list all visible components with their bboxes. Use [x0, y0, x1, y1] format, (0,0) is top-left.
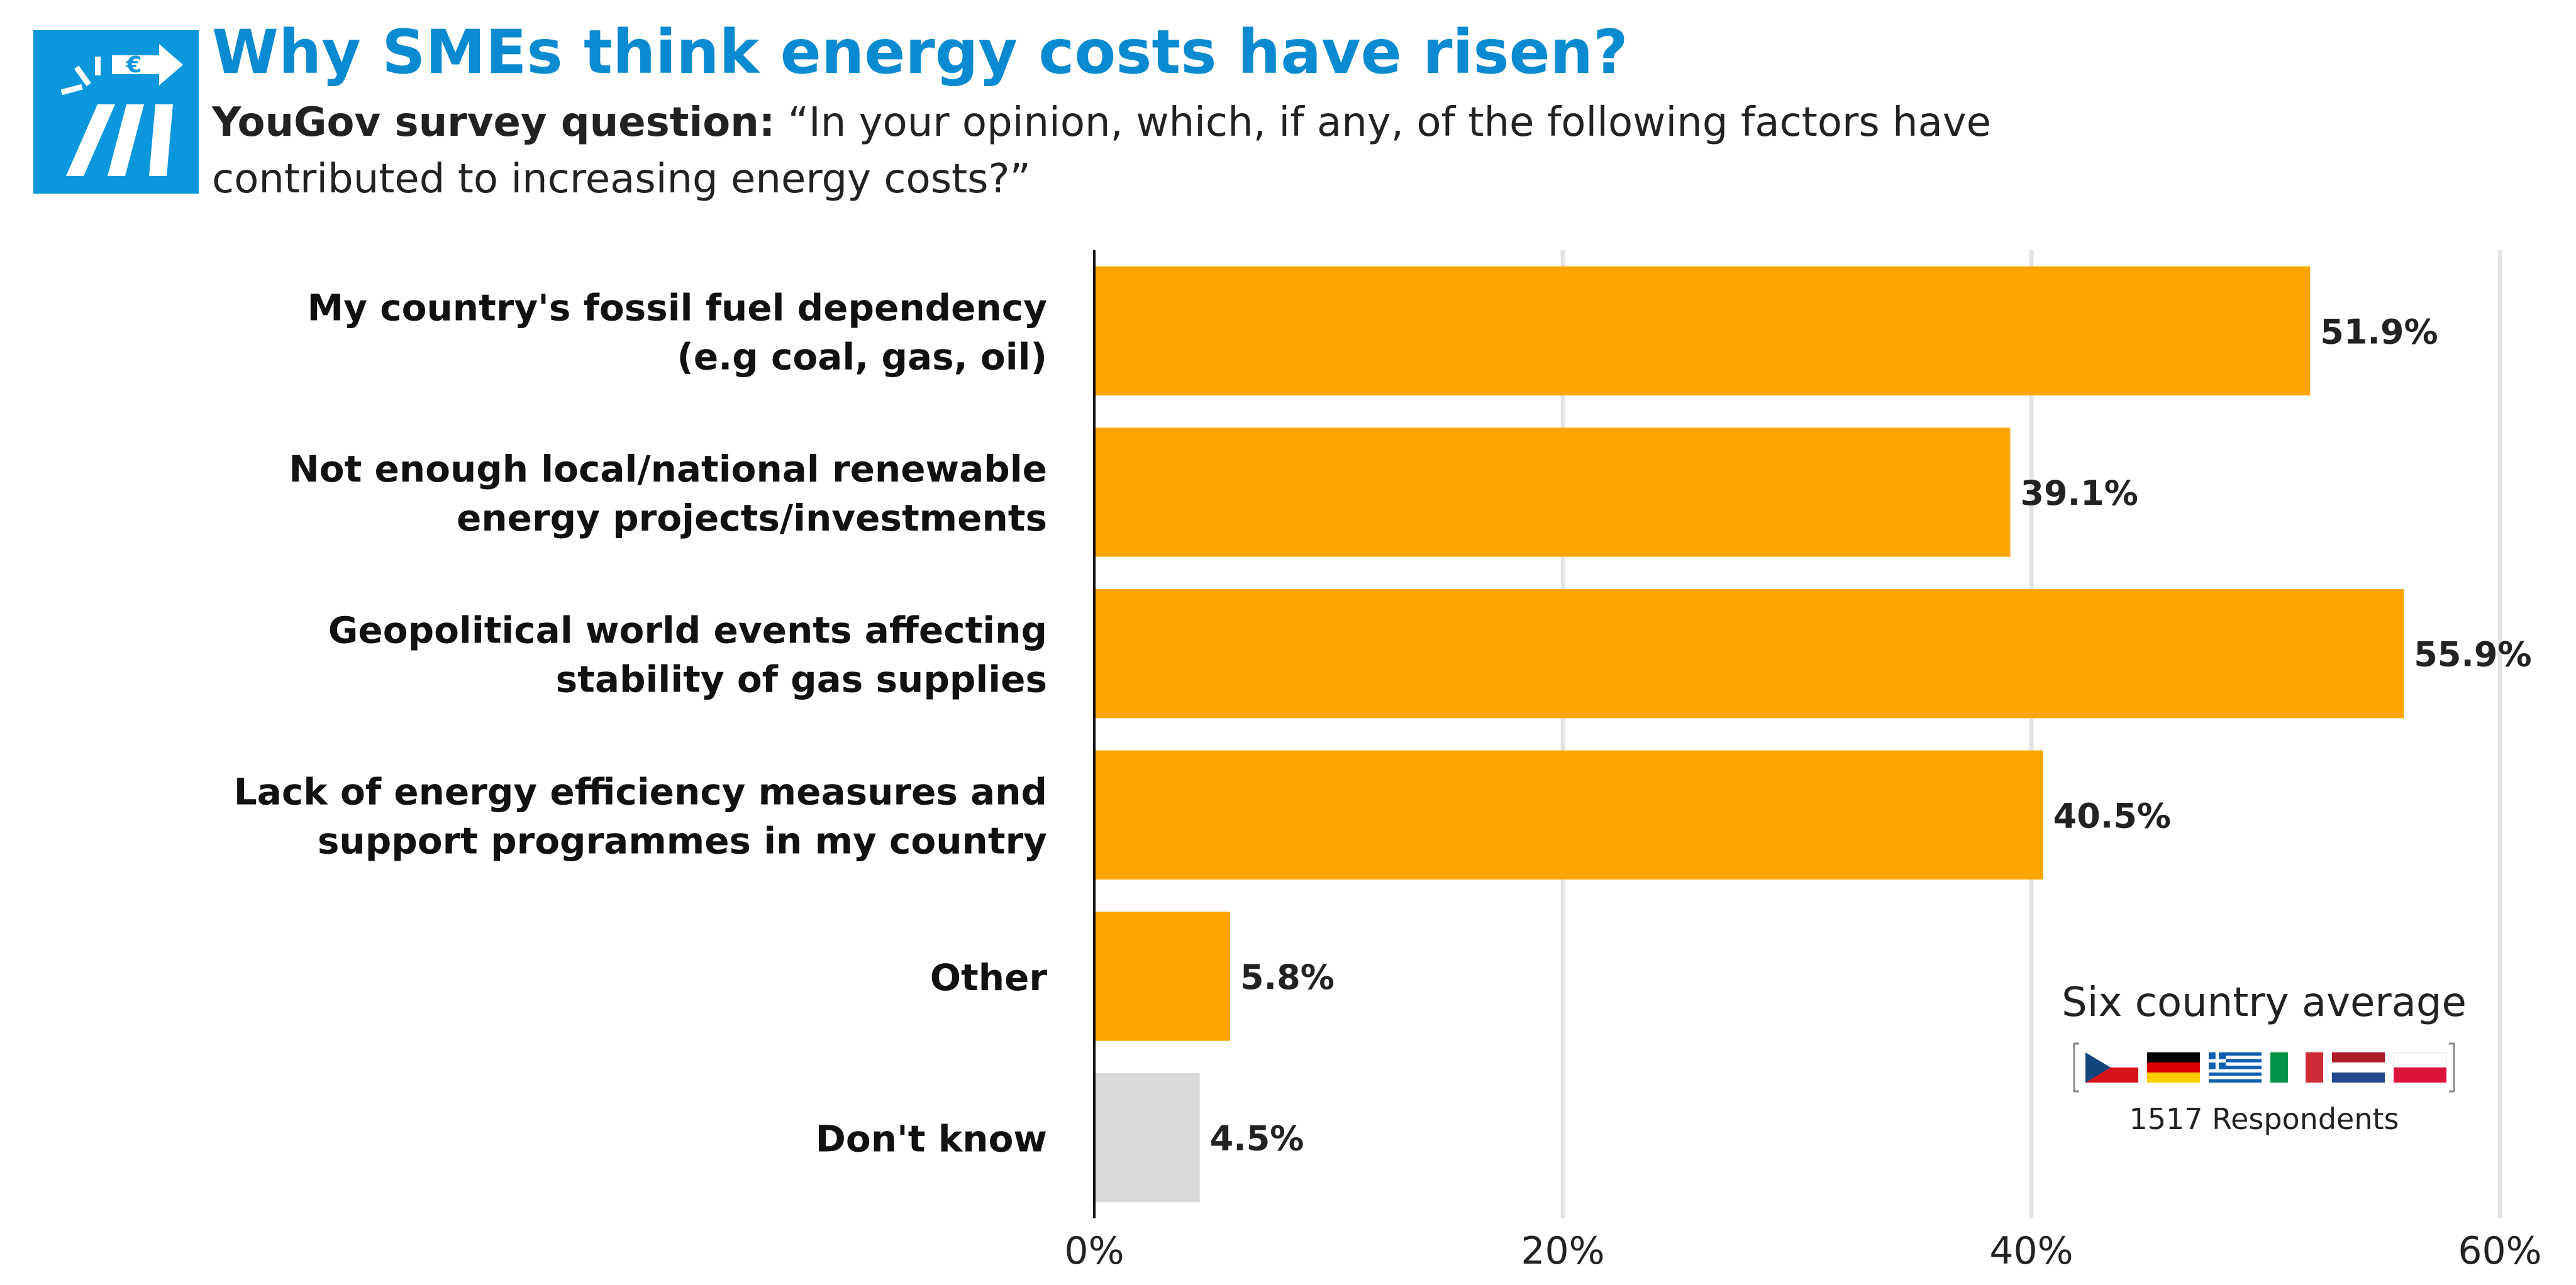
x-tick-label: 60% [2458, 1229, 2541, 1273]
bar [1094, 266, 2311, 395]
x-tick-label: 0% [1064, 1229, 1124, 1273]
bars [1094, 266, 2404, 1203]
legend: Six country average [2031, 974, 2497, 1150]
chart-subtitle: YouGov survey question: “In your opinion… [212, 94, 2099, 207]
x-tick-label: 20% [1521, 1229, 1604, 1273]
legend-title: Six country average [2062, 979, 2467, 1026]
category-label: My country's fossil fuel dependency (e.g … [308, 286, 1047, 378]
respondents-count: 1517 Respondents [2129, 1102, 2399, 1136]
germany-flag [2147, 1052, 2200, 1083]
category-label: Don't know [816, 1118, 1047, 1161]
bar [1094, 912, 1231, 1041]
category-labels: My country's fossil fuel dependency (e.g … [234, 286, 1048, 1160]
gridlines [1560, 250, 2502, 1218]
energy-logo-icon: € [33, 30, 199, 194]
subtitle-question: “In your opinion, which, if any, of the … [212, 99, 1992, 202]
x-tick-label: 40% [1989, 1229, 2073, 1273]
poland-flag [2393, 1052, 2447, 1083]
bar [1094, 589, 2404, 719]
x-axis-tick-labels: 0% 20% 40% 60% [1064, 1229, 2541, 1273]
category-label: Geopolitical world events affecting stabi… [328, 609, 1047, 701]
bar-value-label: 5.8% [1240, 957, 1335, 997]
bar [1094, 1073, 1200, 1203]
netherlands-flag [2332, 1052, 2385, 1083]
value-labels: 51.9% 39.1% 55.9% 40.5% 5.8% 4.5% [1210, 312, 2532, 1158]
subtitle-lead: YouGov survey question: [212, 99, 775, 146]
bar-value-label: 51.9% [2320, 312, 2438, 351]
category-label: Lack of energy efficiency measures and su… [234, 770, 1047, 862]
bar-value-label: 55.9% [2414, 635, 2531, 675]
italy-flag [2270, 1052, 2323, 1083]
bar-value-label: 39.1% [2020, 473, 2138, 513]
bar-value-label: 40.5% [2053, 796, 2171, 836]
bar [1094, 427, 2011, 557]
greece-flag [2209, 1052, 2262, 1083]
chart-title: Why SMEs think energy costs have risen? [212, 17, 1628, 87]
category-label: Not enough local/national renewable energ… [289, 448, 1047, 539]
bar [1094, 750, 2043, 880]
country-flags [2073, 1042, 2455, 1093]
svg-text:€: € [125, 52, 142, 78]
bar-value-label: 4.5% [1210, 1119, 1304, 1159]
category-label: Other [930, 956, 1048, 999]
czech-republic-flag [2085, 1052, 2138, 1083]
